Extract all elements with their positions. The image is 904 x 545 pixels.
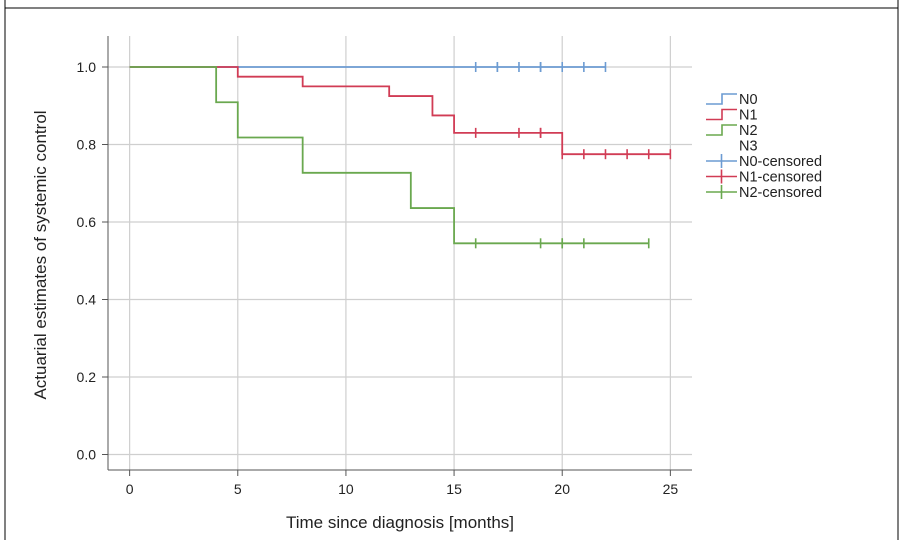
legend-label: N0	[739, 92, 758, 108]
series-group	[129, 62, 672, 249]
legend-label: N1-censored	[739, 170, 822, 186]
y-tick-label: 0.4	[77, 292, 97, 308]
legend-item: N2-censored	[706, 185, 822, 201]
x-tick-label: 20	[554, 481, 570, 497]
y-tick-label: 0.8	[77, 137, 97, 153]
y-tick-label: 0.0	[77, 447, 97, 463]
y-tick-label: 0.2	[77, 369, 97, 385]
y-tick-label: 0.6	[77, 214, 97, 230]
legend-item: N3	[739, 139, 758, 155]
y-tick-label: 1.0	[77, 59, 97, 75]
legend-label: N2	[739, 123, 758, 139]
legend-item: N0-censored	[706, 154, 822, 170]
x-axis-label: Time since diagnosis [months]	[286, 513, 514, 532]
axes: 0 5 10 15 20 25 0.0 0.2 0.4 0.6 0.8 1.0	[77, 36, 692, 497]
x-tick-label: 0	[126, 481, 134, 497]
legend-item: N0	[706, 92, 758, 108]
legend-label: N1	[739, 108, 758, 124]
y-axis-label: Actuarial estimates of systemic control	[31, 110, 50, 399]
legend: N0N1N2N3N0-censoredN1-censoredN2-censore…	[706, 92, 822, 201]
legend-label: N2-censored	[739, 185, 822, 201]
legend-swatch	[706, 93, 737, 105]
x-tick-label: 25	[663, 481, 679, 497]
series-line-n1	[129, 66, 671, 156]
legend-item: N2	[706, 123, 758, 139]
grid	[108, 36, 692, 470]
legend-label: N3	[739, 139, 758, 155]
legend-item: N1	[706, 108, 758, 124]
x-tick-label: 5	[234, 481, 242, 497]
x-tick-label: 10	[338, 481, 354, 497]
legend-label: N0-censored	[739, 154, 822, 170]
legend-swatch	[706, 124, 737, 136]
legend-item: N1-censored	[706, 169, 822, 186]
series-line-n2	[129, 66, 649, 245]
legend-swatch	[706, 108, 737, 121]
x-tick-label: 15	[446, 481, 462, 497]
